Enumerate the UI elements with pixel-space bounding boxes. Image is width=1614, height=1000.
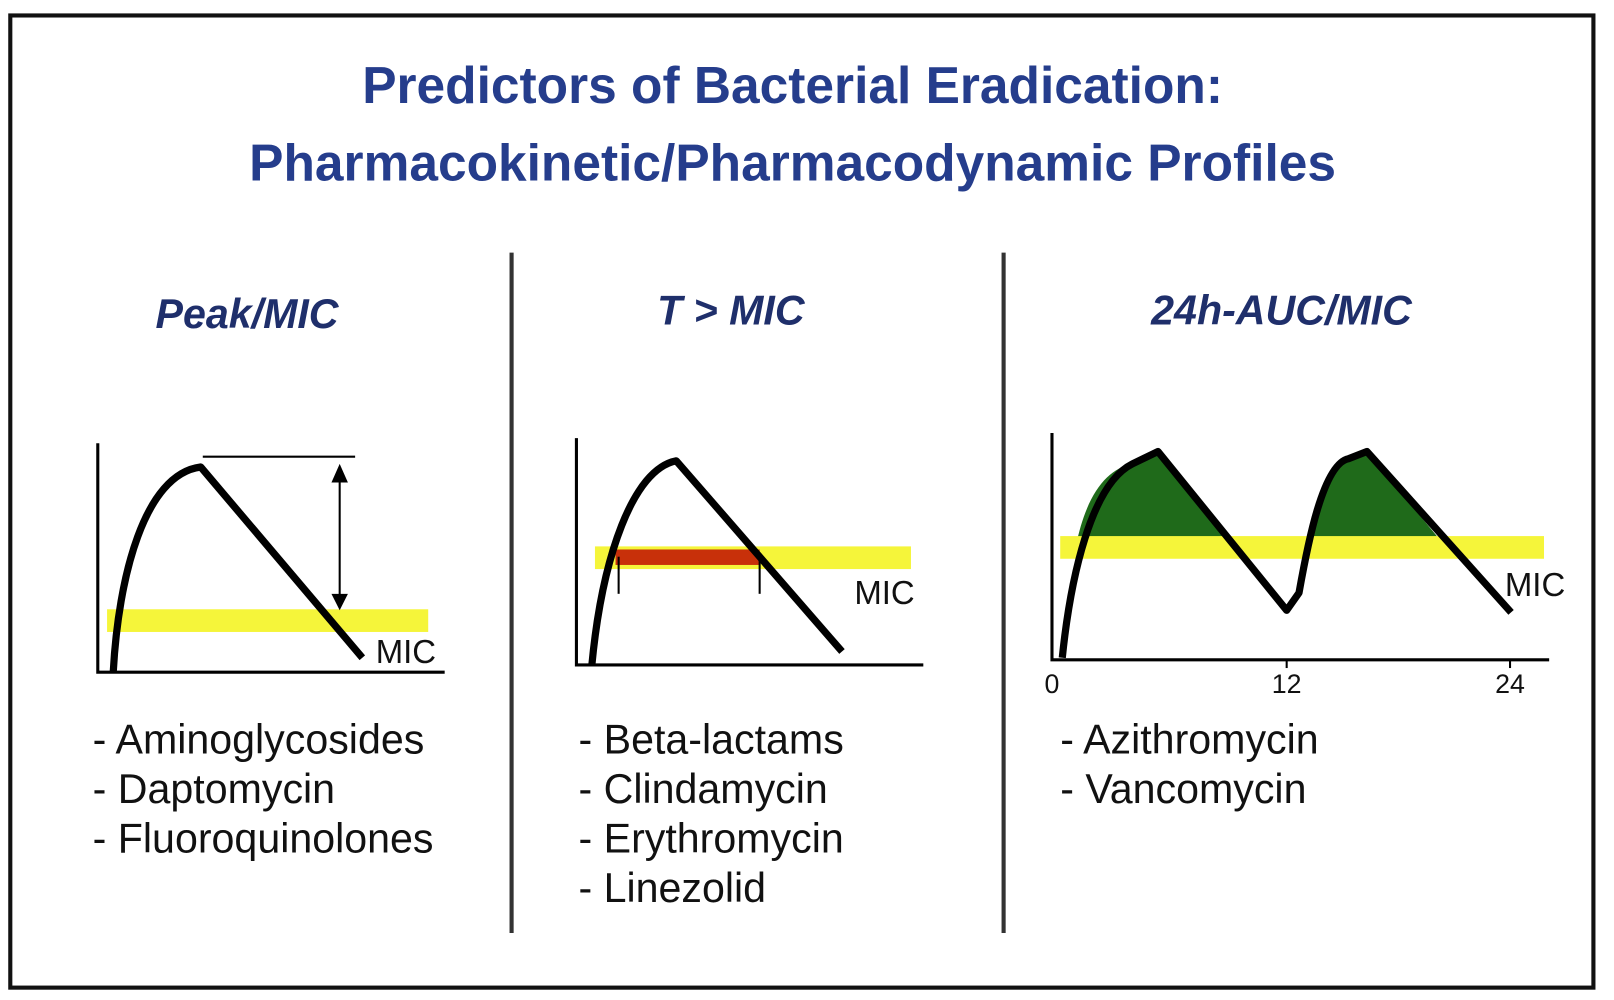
title-line: Predictors of Bacterial Eradication: xyxy=(362,56,1223,114)
panel-heading: 24h-AUC/MIC xyxy=(1150,288,1413,334)
mic-band xyxy=(107,609,429,632)
x-tick-label: 24 xyxy=(1495,669,1525,699)
concentration-curve xyxy=(109,463,366,673)
auc-area xyxy=(1075,451,1447,548)
concentration-curve xyxy=(588,457,845,666)
drug-item: - Clindamycin xyxy=(578,766,827,812)
mic-band xyxy=(1060,536,1545,559)
drug-item: - Erythromycin xyxy=(578,816,843,862)
drug-item: - Daptomycin xyxy=(93,766,335,812)
panel-heading: T > MIC xyxy=(657,288,806,334)
drug-item: - Linezolid xyxy=(578,865,766,911)
axes xyxy=(96,443,445,674)
arrow-heads xyxy=(331,463,348,611)
mic-label: MIC xyxy=(1505,566,1565,603)
time-above-mic xyxy=(615,549,760,565)
drug-item: - Vancomycin xyxy=(1060,766,1306,812)
drug-item: - Beta-lactams xyxy=(578,717,843,763)
x-tick-label: 0 xyxy=(1045,669,1060,699)
axes xyxy=(574,438,924,667)
mic-label: MIC xyxy=(376,633,436,670)
mic-label: MIC xyxy=(854,574,914,611)
drug-item: - Aminoglycosides xyxy=(93,717,425,763)
axes xyxy=(1050,432,1550,662)
drug-item: - Fluoroquinolones xyxy=(93,816,434,862)
frame xyxy=(8,13,1596,990)
concentration-curve xyxy=(1058,447,1514,659)
drug-item: - Azithromycin xyxy=(1060,717,1318,763)
panel-heading: Peak/MIC xyxy=(156,291,340,337)
title-line: Pharmacokinetic/Pharmacodynamic Profiles xyxy=(249,133,1336,191)
x-tick-label: 12 xyxy=(1272,669,1302,699)
